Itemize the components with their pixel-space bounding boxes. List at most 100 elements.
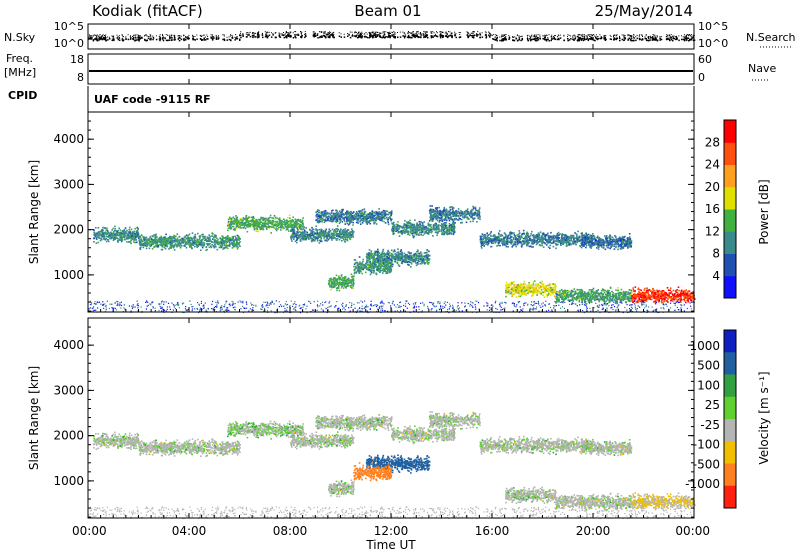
power-cell-3: [317, 236, 319, 238]
power-cell-1: [222, 237, 224, 239]
nsky-dot: [211, 39, 214, 41]
nsearch-dot: [355, 32, 357, 34]
nsky-dot: [600, 37, 603, 39]
power-cell-1: [226, 238, 228, 241]
nsky-dot: [413, 35, 415, 38]
nsky-dot: [641, 39, 643, 41]
nsky-dot: [210, 37, 212, 39]
nsky-dot: [619, 39, 621, 42]
power-cell-1: [184, 245, 186, 247]
power-cell-4: [324, 212, 326, 214]
nsky-dot: [322, 34, 325, 37]
power-cell-5: [426, 232, 429, 235]
nsearch-dot: [445, 31, 447, 33]
nsky-dot: [529, 39, 532, 42]
nsky-dot: [368, 37, 370, 39]
nsearch-dot: [95, 35, 97, 36]
power-cell-5: [392, 231, 394, 234]
power-cell-5: [442, 226, 444, 229]
power-cell-1: [188, 243, 190, 246]
nsearch-dot: [281, 33, 283, 35]
nsearch-dot: [502, 34, 504, 36]
nsky-dot: [290, 35, 292, 38]
power-cell-1: [182, 242, 185, 244]
nsearch-dot: [572, 35, 574, 37]
power-cell-5: [415, 234, 418, 236]
nsky-dot: [515, 38, 517, 40]
nsky-dot: [501, 40, 503, 42]
power-cell-1: [173, 234, 175, 237]
power-cell-2: [295, 224, 297, 226]
nsearch-dot: [551, 34, 553, 36]
power-cell-1: [197, 232, 199, 235]
power-cell-1: [217, 243, 219, 246]
nsearch-dot: [469, 33, 471, 35]
nsearch-dot: [645, 34, 647, 36]
power-cell-1: [151, 242, 153, 245]
nsky-dot: [288, 34, 290, 36]
power-cell-2: [230, 222, 233, 225]
nsky-dot: [488, 34, 490, 36]
power-cell-0: [116, 237, 119, 239]
power-cell-0: [99, 232, 101, 235]
power-cell-3: [312, 231, 315, 233]
power-cell-1: [153, 246, 155, 248]
nsky-dot: [532, 38, 535, 40]
nsky-dot: [550, 39, 552, 42]
nsky-dot: [94, 38, 96, 40]
power-cell-0: [105, 237, 107, 240]
nsearch-dot: [493, 34, 495, 35]
power-cell-0: [111, 235, 114, 237]
power-cell-3: [308, 237, 310, 240]
nsearch-dot: [652, 34, 654, 36]
power-cell-0: [95, 236, 98, 239]
power-cell-5: [448, 228, 451, 231]
nsearch-dot: [165, 34, 167, 36]
nsky-dot: [374, 34, 377, 37]
nsearch-dot: [158, 35, 160, 37]
power-cell-6: [450, 206, 452, 208]
nsky-dot: [99, 37, 101, 39]
power-cell-2: [279, 226, 282, 229]
nsky-dot: [669, 39, 671, 42]
nsky-dot: [256, 34, 259, 36]
power-cell-1: [190, 245, 192, 247]
nsky-dot: [90, 38, 93, 40]
nsky-dot: [165, 39, 168, 42]
power-cell-5: [448, 232, 451, 235]
power-cell-3: [346, 231, 348, 234]
nsearch-dot: [490, 33, 492, 35]
power-cell-1: [214, 240, 217, 242]
power-cell-1: [208, 237, 211, 240]
nsky-dot: [450, 35, 453, 37]
nsky-dot: [424, 36, 427, 38]
nsearch-dot: [121, 34, 123, 36]
nsky-dot: [361, 35, 364, 37]
nsearch-dot: [568, 34, 570, 36]
nsky-dot: [231, 37, 234, 39]
nsearch-dot: [667, 34, 669, 36]
power-cell-2: [229, 226, 232, 228]
nsearch-dot: [492, 34, 494, 36]
power-cell-6: [451, 206, 454, 209]
nsky-dot: [439, 36, 442, 39]
power-cell-1: [163, 243, 166, 245]
power-cell-2: [280, 229, 282, 231]
power-cell-5: [391, 223, 393, 225]
nsearch-dot: [132, 36, 134, 38]
nsearch-dot: [442, 32, 443, 34]
nsearch-dot: [406, 32, 408, 34]
nsearch-dot: [439, 31, 441, 33]
nsky-dot: [275, 36, 277, 39]
power-cell-0: [105, 240, 108, 243]
power-cell-5: [451, 223, 454, 225]
station-title: Kodiak (fitACF): [92, 2, 203, 20]
power-cell-6: [456, 218, 458, 221]
power-cell-6: [454, 222, 456, 224]
power-cell-6: [429, 216, 432, 218]
power-cell-4: [388, 216, 390, 219]
nsearch-dot: [152, 36, 154, 38]
nsky-dot: [389, 35, 391, 37]
nsky-dot: [504, 37, 507, 39]
nsky-dot: [416, 34, 418, 36]
